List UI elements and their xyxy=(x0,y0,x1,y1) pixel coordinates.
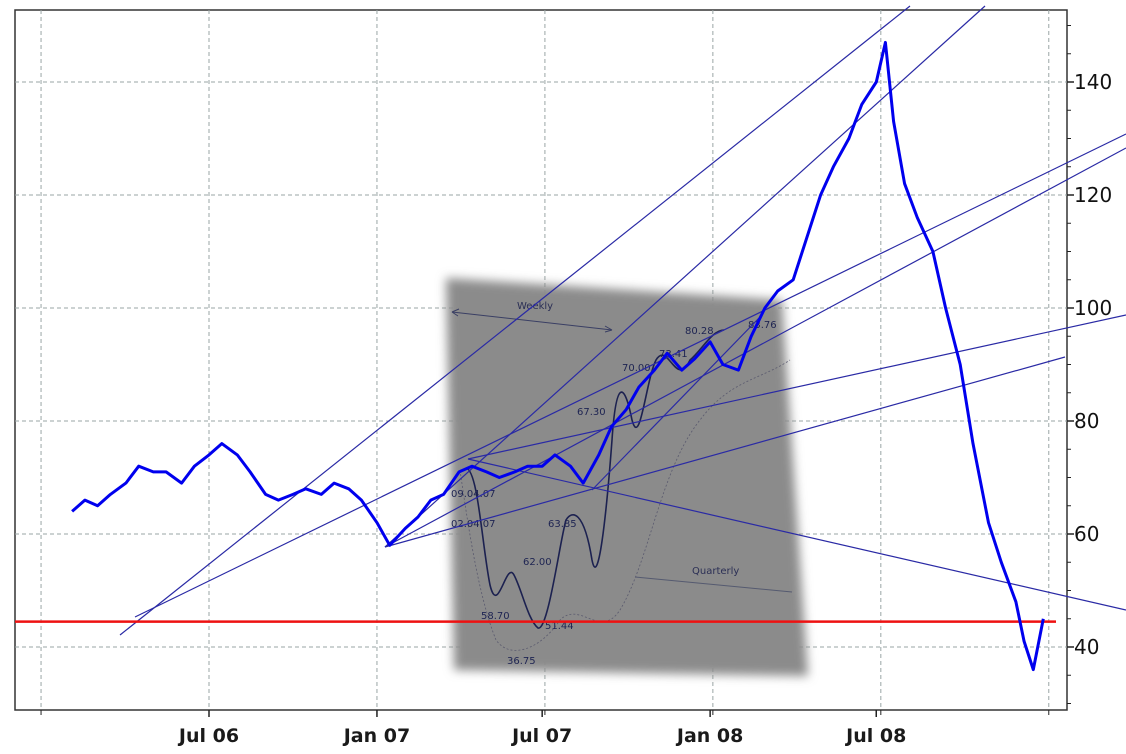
inset-value-label: 63.85 xyxy=(548,519,577,530)
inset-arrow-weekly xyxy=(451,311,613,331)
inset-value-label: 62.00 xyxy=(523,557,552,568)
inset-date-label: 02.04.07 xyxy=(451,519,496,530)
inset-value-label: 58.70 xyxy=(481,611,510,622)
x-axis: Jul 06 Jan 07 Jul 07 Jan 08 Jul 08 xyxy=(40,710,1050,747)
y-tick-label: 80 xyxy=(1074,409,1099,433)
y-tick-label: 140 xyxy=(1074,70,1112,94)
inset-annotation-image: Weekly Quarterly 80.28 73.41 70.00 67.30… xyxy=(446,278,808,676)
trendline xyxy=(384,356,1066,548)
x-tick-label: Jan 07 xyxy=(342,725,410,747)
y-tick-label: 60 xyxy=(1074,522,1099,546)
inset-value-label: 70.00 xyxy=(622,363,651,374)
x-tick-label: Jan 08 xyxy=(675,725,743,747)
trendline xyxy=(467,314,1126,460)
x-tick-label: Jul 06 xyxy=(177,725,239,747)
x-tick-label: Jul 08 xyxy=(844,725,906,747)
trendline xyxy=(384,5,986,548)
inset-date-label: 09.04.07 xyxy=(451,489,496,500)
trendline xyxy=(591,316,761,491)
y-tick-label: 120 xyxy=(1074,183,1112,207)
trendline xyxy=(384,147,1126,548)
trendline xyxy=(119,5,911,636)
x-tick-label: Jul 07 xyxy=(510,725,572,747)
y-axis: 40 60 80 100 120 140 xyxy=(1067,25,1112,704)
trendlines xyxy=(119,5,1126,636)
y-tick-label: 100 xyxy=(1074,296,1112,320)
inset-value-label: 36.75 xyxy=(507,656,536,667)
inset-value-label: 80.28 xyxy=(685,326,714,337)
inset-quarterly-curve xyxy=(465,329,725,629)
inset-faint-curve xyxy=(459,359,791,651)
inset-value-label: 83.76 xyxy=(748,320,777,331)
inset-background xyxy=(446,278,808,676)
inset-arrowhead xyxy=(451,308,613,333)
trendline xyxy=(134,133,1126,618)
price-line xyxy=(71,40,1045,672)
inset-arrow-quarterly xyxy=(634,576,793,593)
y-tick-label: 40 xyxy=(1074,635,1099,659)
inset-label-quarterly: Quarterly xyxy=(692,566,739,577)
inset-label-weekly: Weekly xyxy=(517,301,553,312)
inset-value-label: 51.44 xyxy=(545,621,574,632)
trendline xyxy=(467,458,1126,611)
inset-value-label: 67.30 xyxy=(577,407,606,418)
